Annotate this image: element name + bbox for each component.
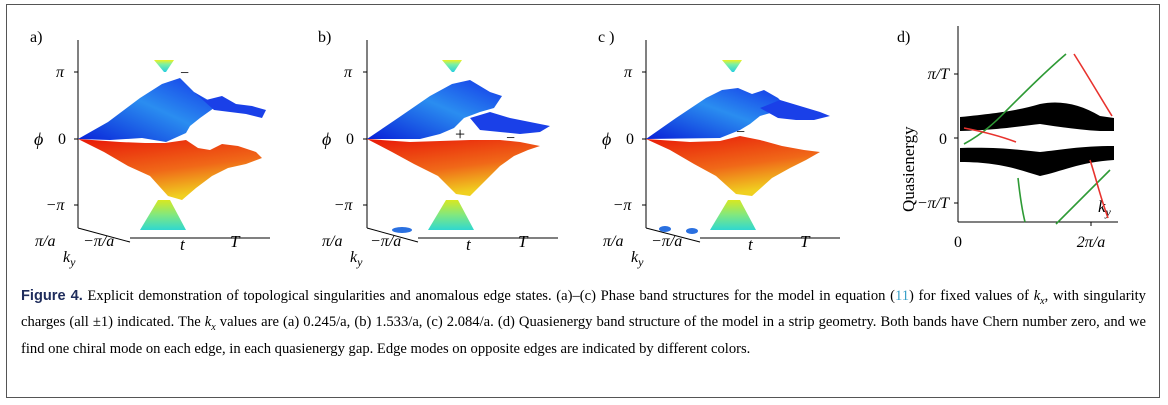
panel-c-cone-bottom	[710, 200, 756, 230]
panel-c-xtick-t: t	[748, 235, 754, 254]
panel-c-ky-label: ky	[631, 249, 644, 269]
panel-c-ytick-0: 0	[626, 131, 634, 148]
panel-d-lower-band	[960, 146, 1114, 176]
panel-c-upper-band-tail	[760, 100, 830, 120]
panel-a: a) π 0 −π ϕ π/a −π/a t T ky −	[30, 29, 270, 269]
panel-b-charge-plus: +	[455, 124, 465, 144]
panel-c-blip-2	[686, 228, 698, 234]
panel-a-label: a)	[30, 29, 42, 46]
panel-d-ytick-top: π/T	[928, 66, 950, 83]
panel-a-xtick-T: T	[230, 232, 241, 251]
panel-d-edge-mode-red-1	[963, 127, 1017, 143]
panel-a-upper-band	[78, 78, 214, 142]
panel-a-ytick-pi: π	[56, 64, 65, 81]
panel-b-upper-band	[367, 80, 502, 139]
panel-d-xlabel: ky	[1098, 197, 1112, 219]
panel-d-edge-mode-red-3	[1089, 159, 1109, 219]
panel-a-ky-axis	[77, 227, 131, 243]
panel-d-ylabel: Quasienergy	[899, 126, 918, 212]
panel-c-xtick-T: T	[800, 232, 811, 251]
panel-b-ytick-negpi: −π	[334, 197, 354, 214]
panel-a-ky-label: ky	[63, 249, 76, 269]
panel-c-upper-band	[646, 88, 784, 139]
panel-c-xtick-negpi-a: −π/a	[651, 233, 682, 250]
panel-d-label: d)	[897, 29, 910, 46]
panel-d-edge-mode-green-1	[963, 53, 1067, 145]
panel-a-xtick-negpi-a: −π/a	[83, 233, 114, 250]
panel-b-charge-minus: −	[506, 130, 515, 147]
panel-d-edge-mode-green-3	[1017, 177, 1026, 223]
panel-c-ylabel: ϕ	[602, 129, 611, 149]
panel-a-cone-bottom	[140, 200, 186, 230]
panel-c-cone-top	[722, 60, 742, 72]
panel-b-xtick-t: t	[466, 235, 472, 254]
figure-caption: Figure 4. Explicit demonstration of topo…	[21, 288, 1147, 357]
panel-b-xtick-negpi-a: −π/a	[370, 233, 401, 250]
panel-b-xtick-T: T	[518, 232, 529, 251]
panel-d: d) π/T 0 −π/T Quasienergy 0 2π/a ky	[897, 26, 1118, 251]
caption-figure-label: Figure 4.	[21, 288, 83, 304]
panel-a-ytick-negpi: −π	[46, 197, 66, 214]
panel-c-ytick-negpi: −π	[613, 197, 633, 214]
panel-b-blip	[392, 227, 412, 233]
equation-link[interactable]: 11	[894, 288, 910, 304]
panel-b-ylabel: ϕ	[322, 129, 331, 149]
panel-b-ky-label: ky	[350, 249, 363, 269]
panel-a-charge-1: −	[180, 65, 189, 82]
panel-a-lower-band	[78, 139, 262, 200]
panel-a-ylabel: ϕ	[34, 129, 43, 149]
panel-d-ytick-bottom: −π/T	[917, 195, 950, 212]
panel-d-xtick-0: 0	[954, 234, 962, 251]
panel-d-ytick-0: 0	[939, 131, 947, 148]
panel-a-xtick-t: t	[180, 235, 186, 254]
panel-d-edge-mode-red-2	[1073, 53, 1113, 117]
panel-c-blip-1	[659, 226, 671, 232]
panel-c-lower-band	[646, 136, 820, 196]
panel-b-ytick-pi: π	[344, 64, 353, 81]
panel-b-upper-band-tail	[470, 112, 550, 134]
panel-c-label: c )	[598, 29, 614, 46]
panel-d-upper-band	[960, 102, 1114, 131]
panel-b-xtick-pi-a: π/a	[322, 233, 342, 250]
panel-c-charge-minus: −	[736, 124, 745, 141]
figure-panels: a) π 0 −π ϕ π/a −π/a t T ky − b) π 0 −π …	[30, 26, 1118, 269]
panel-d-xtick-2pi-a: 2π/a	[1077, 234, 1105, 251]
panel-b-label: b)	[318, 29, 331, 46]
panel-b-cone-top	[442, 60, 462, 72]
panel-a-cone-top	[154, 60, 174, 72]
panel-c: c ) π 0 −π ϕ π/a −π/a t T ky −	[598, 29, 840, 269]
panel-b-cone-bottom	[428, 200, 474, 230]
panel-b: b) π 0 −π ϕ π/a −π/a t T ky + −	[318, 29, 558, 269]
panel-c-xtick-pi-a: π/a	[603, 233, 623, 250]
panel-a-upper-band-tail	[194, 92, 266, 118]
figure-frame	[6, 4, 1160, 398]
panel-d-edge-mode-green-2	[1055, 169, 1111, 225]
panel-c-ytick-pi: π	[624, 64, 633, 81]
panel-b-lower-band	[367, 139, 540, 196]
panel-a-ytick-0: 0	[58, 131, 66, 148]
panel-a-xtick-pi-a: π/a	[35, 233, 55, 250]
panel-b-ytick-0: 0	[346, 131, 354, 148]
